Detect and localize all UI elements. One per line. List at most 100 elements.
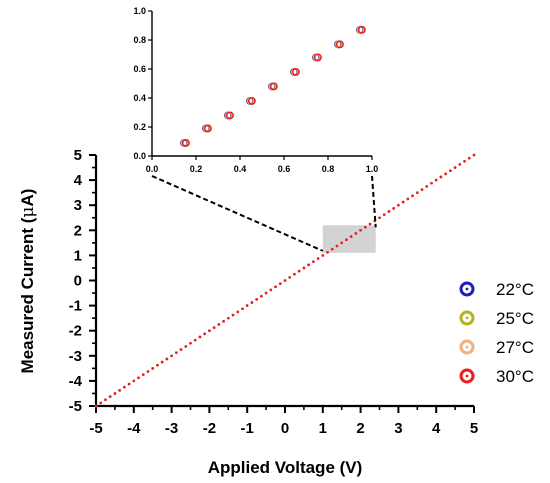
data-point [208, 329, 211, 333]
legend-marker-dot [465, 345, 469, 349]
zoom-highlight-region [322, 225, 376, 253]
inset-y-tick-label: 1.0 [133, 6, 146, 16]
data-point [434, 178, 438, 182]
data-point [170, 354, 173, 358]
data-point [302, 266, 306, 270]
data-point [241, 307, 244, 311]
inset-marker [225, 111, 234, 120]
data-point [193, 338, 197, 342]
legend-marker-icon [459, 368, 475, 384]
data-point [359, 229, 362, 232]
y-tick-label: 5 [74, 147, 82, 164]
data-point [340, 241, 344, 245]
legend-marker-dot [465, 316, 469, 320]
data-point [354, 232, 358, 235]
inset-marker [203, 124, 212, 133]
y-tick-label: 2 [74, 222, 82, 239]
data-point [198, 335, 202, 339]
data-point [278, 282, 282, 285]
x-tick-label: 5 [470, 420, 478, 437]
data-point [260, 294, 263, 298]
inset-x-tick-label: 0.4 [234, 164, 247, 174]
y-axis-label: Measured Current (μA) [18, 189, 38, 374]
legend-label: 30°C [496, 367, 534, 386]
data-point [430, 181, 433, 185]
y-tick-label: -5 [69, 398, 82, 415]
legend-marker-icon [459, 281, 475, 297]
inset-point [312, 53, 322, 62]
main-series [94, 153, 476, 408]
data-point [227, 316, 230, 320]
data-point [345, 238, 348, 242]
data-point [99, 401, 103, 405]
data-point [297, 269, 301, 273]
inset-x-tick-label: 0.0 [146, 164, 159, 174]
inset-marker [291, 67, 300, 76]
data-point [326, 250, 329, 254]
x-tick-label: -5 [89, 420, 102, 437]
data-point [378, 216, 381, 220]
zoom-connectors [151, 175, 377, 252]
legend-label: 27°C [496, 338, 534, 357]
data-point [307, 263, 310, 267]
connector-right [371, 175, 377, 228]
inset-point [268, 82, 278, 91]
x-tick-label: -2 [203, 420, 216, 437]
legend-item: 25°C [459, 309, 534, 328]
data-point [165, 357, 169, 361]
y-tick-label: 0 [74, 273, 82, 290]
y-tick-label: -1 [69, 298, 82, 315]
data-point [113, 392, 117, 395]
inset-chart: 1.0 0.8 0.6 0.4 0.2 0.0 0.0 0.2 0.4 0.6 0.8 1.0 [133, 6, 378, 174]
data-point [453, 166, 457, 169]
series-30°C [94, 153, 476, 408]
data-point [189, 341, 192, 345]
data-point [127, 382, 131, 386]
data-point [392, 207, 395, 210]
y-tick-label: 1 [74, 247, 82, 264]
data-point [444, 172, 447, 176]
data-point [137, 376, 140, 380]
x-tick-label: -1 [241, 420, 254, 437]
legend-item: 27°C [459, 338, 534, 357]
data-point [472, 153, 476, 157]
legend-marker-dot [465, 374, 469, 378]
data-point [255, 298, 258, 301]
data-point [382, 213, 386, 216]
data-point [222, 319, 225, 323]
inset-point [224, 111, 234, 120]
inset-x-tick-label: 0.2 [190, 164, 203, 174]
inset-x-tick-label: 0.6 [278, 164, 291, 174]
inset-marker [247, 96, 256, 105]
legend-marker-dot [465, 287, 469, 291]
data-point [217, 323, 221, 326]
inset-background [152, 8, 372, 156]
inset-x-tick-label: 1.0 [366, 164, 379, 174]
data-point [288, 276, 292, 279]
data-point [203, 332, 206, 336]
data-point [274, 285, 277, 289]
data-point [467, 156, 471, 160]
data-point [146, 370, 150, 373]
y-tick-label: 4 [74, 172, 83, 189]
inset-y-tick-label: 0.6 [133, 64, 146, 74]
data-point [349, 235, 353, 238]
inset-marker [181, 139, 190, 147]
data-point [458, 163, 462, 166]
y-axis-label-tail: A) [18, 189, 37, 207]
legend-label: 22°C [496, 280, 534, 299]
data-point [160, 360, 164, 364]
data-point [406, 197, 410, 201]
legend-marker-icon [459, 310, 475, 326]
y-tick-label: -2 [69, 323, 82, 340]
y-axis-label-symbol: μ [18, 207, 38, 218]
inset-point [202, 124, 212, 133]
data-point [335, 244, 339, 248]
data-point [397, 203, 400, 207]
inset-point [334, 40, 344, 49]
data-point [212, 326, 216, 329]
inset-y-tick-label: 0.8 [133, 35, 146, 45]
inset-point [180, 139, 190, 147]
data-point [312, 260, 315, 263]
data-point [416, 191, 419, 194]
